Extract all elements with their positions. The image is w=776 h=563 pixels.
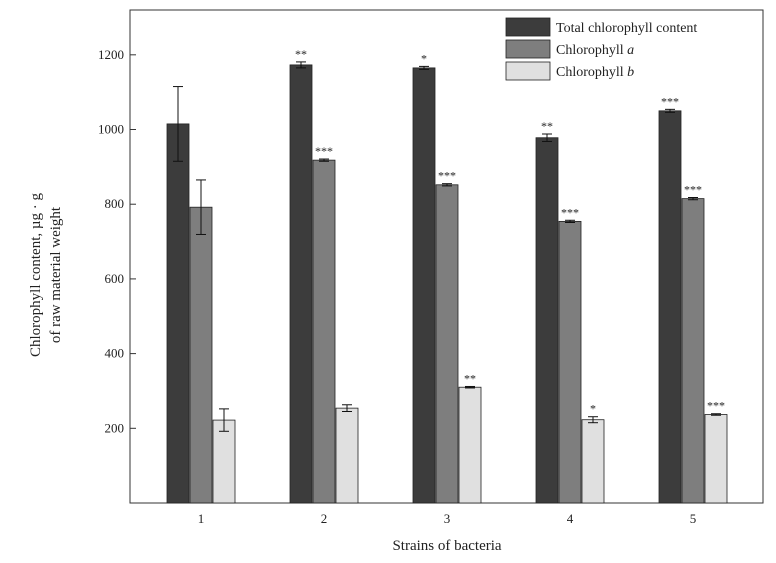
significance-label: ** [295, 47, 307, 61]
x-axis-title: Strains of bacteria [392, 538, 501, 554]
bar [704, 414, 728, 504]
significance-label: *** [315, 144, 333, 158]
x-tick-label: 1 [198, 511, 205, 526]
bar [335, 407, 359, 504]
bar [412, 67, 436, 504]
bar [458, 386, 482, 504]
bar [312, 159, 336, 504]
legend-label: Chlorophyll a [556, 43, 634, 58]
x-tick-label: 3 [444, 511, 451, 526]
bar [658, 110, 682, 504]
bars: ************************** [166, 47, 728, 504]
legend: Total chlorophyll content Chlorophyll a Ch… [505, 17, 697, 81]
bar [189, 206, 213, 504]
legend-swatch [505, 61, 551, 81]
legend-swatch [505, 39, 551, 59]
bar [289, 64, 313, 504]
significance-label: * [590, 402, 596, 416]
legend-label: Chlorophyll b [556, 65, 634, 80]
legend-swatch [505, 17, 551, 37]
bar [681, 198, 705, 504]
y-tick-label: 1000 [98, 122, 124, 137]
y-tick-label: 1200 [98, 47, 124, 62]
y-axis-title-line2: of raw material weight [48, 206, 64, 343]
y-tick-label: 400 [105, 346, 125, 361]
bar [212, 419, 236, 504]
bar [435, 184, 459, 504]
significance-label: *** [707, 399, 725, 413]
y-tick-label: 800 [105, 196, 125, 211]
significance-label: ** [541, 119, 553, 133]
x-tick-label: 4 [567, 511, 574, 526]
x-tick-label: 5 [690, 511, 697, 526]
significance-label: *** [561, 205, 579, 219]
bar [535, 137, 559, 504]
y-tick-label: 200 [105, 420, 125, 435]
significance-label: *** [661, 94, 679, 108]
y-tick-label: 600 [105, 271, 125, 286]
bar [166, 123, 190, 504]
bar [558, 220, 582, 504]
y-axis-title-line1: Chlorophyll content, µg · g [28, 192, 44, 357]
legend-label: Total chlorophyll content [556, 21, 697, 36]
x-tick-label: 2 [321, 511, 328, 526]
significance-label: *** [438, 169, 456, 183]
significance-label: *** [684, 182, 702, 196]
significance-label: ** [464, 371, 476, 385]
significance-label: * [421, 51, 427, 65]
bar [581, 419, 605, 504]
